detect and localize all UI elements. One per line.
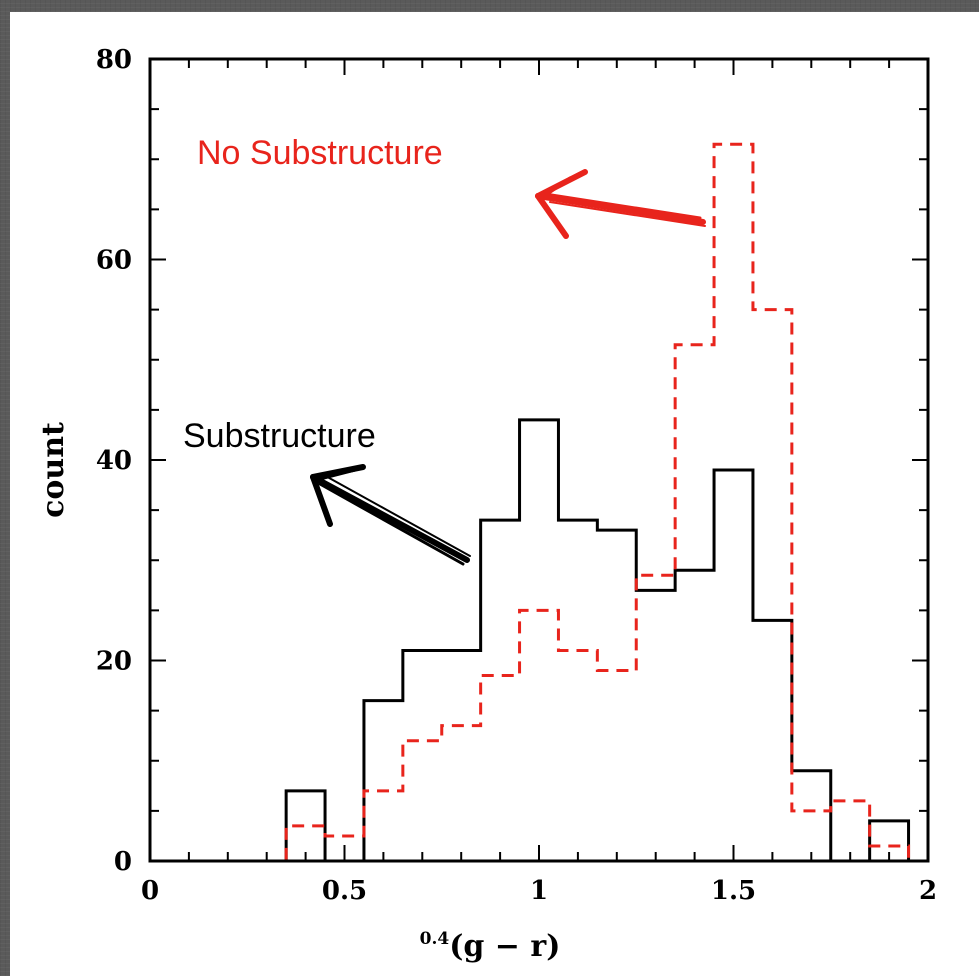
no-substructure-histogram-line [247,142,911,863]
plot-border [148,57,930,863]
series-layer [247,142,911,863]
plot-frame [148,57,930,863]
x-tick-label: 0 [141,876,159,906]
histogram-figure: 0 0.5 1 1.5 2 0 20 40 60 80 count 0.4(g − r) No S… [10,12,979,976]
no-substructure-annotation: No Substructure [197,134,443,172]
y-axis-title: count [36,422,71,518]
x-tick-label: 1.5 [711,876,756,906]
tick-marks [149,58,929,862]
y-tick-label: 60 [96,246,132,276]
y-tick-label: 80 [96,45,132,75]
y-tick-label: 0 [114,847,132,877]
substructure-arrow [310,464,471,566]
y-tick-label: 20 [96,647,132,677]
x-tick-label: 1 [530,876,548,906]
x-axis-title-main: (g − r) [449,929,560,964]
x-axis-title: 0.4(g − r) [420,929,561,964]
x-tick-label: 2 [919,876,937,906]
x-tick-label: 0.5 [322,876,367,906]
x-axis-title-superscript: 0.4 [420,929,450,949]
y-tick-label: 40 [96,446,132,476]
substructure-histogram-line [247,418,911,863]
substructure-annotation: Substructure [183,417,376,455]
no-substructure-arrow [535,169,706,239]
